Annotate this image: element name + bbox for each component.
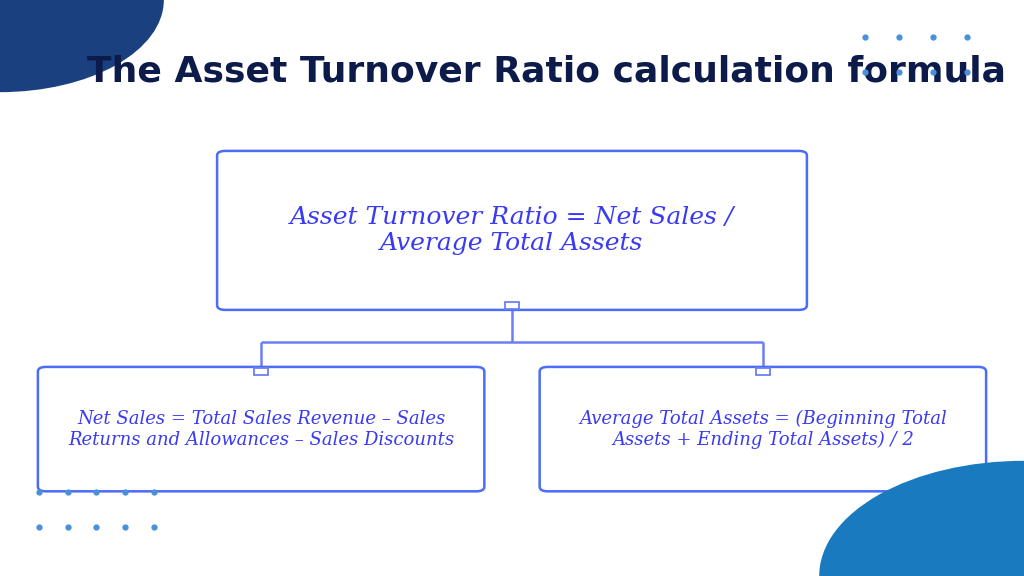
Text: Average Total Assets = (Beginning Total
Assets + Ending Total Assets) / 2: Average Total Assets = (Beginning Total … xyxy=(579,410,947,449)
FancyBboxPatch shape xyxy=(38,367,484,491)
Bar xyxy=(756,368,770,376)
Wedge shape xyxy=(0,0,164,92)
Bar xyxy=(506,302,518,309)
FancyBboxPatch shape xyxy=(540,367,986,491)
FancyBboxPatch shape xyxy=(217,151,807,310)
Wedge shape xyxy=(819,461,1024,576)
Bar xyxy=(254,368,268,376)
Text: The Asset Turnover Ratio calculation formula: The Asset Turnover Ratio calculation for… xyxy=(87,55,1006,89)
Text: Asset Turnover Ratio = Net Sales /
Average Total Assets: Asset Turnover Ratio = Net Sales / Avera… xyxy=(290,206,734,255)
Text: Net Sales = Total Sales Revenue – Sales
Returns and Allowances – Sales Discounts: Net Sales = Total Sales Revenue – Sales … xyxy=(68,410,455,449)
